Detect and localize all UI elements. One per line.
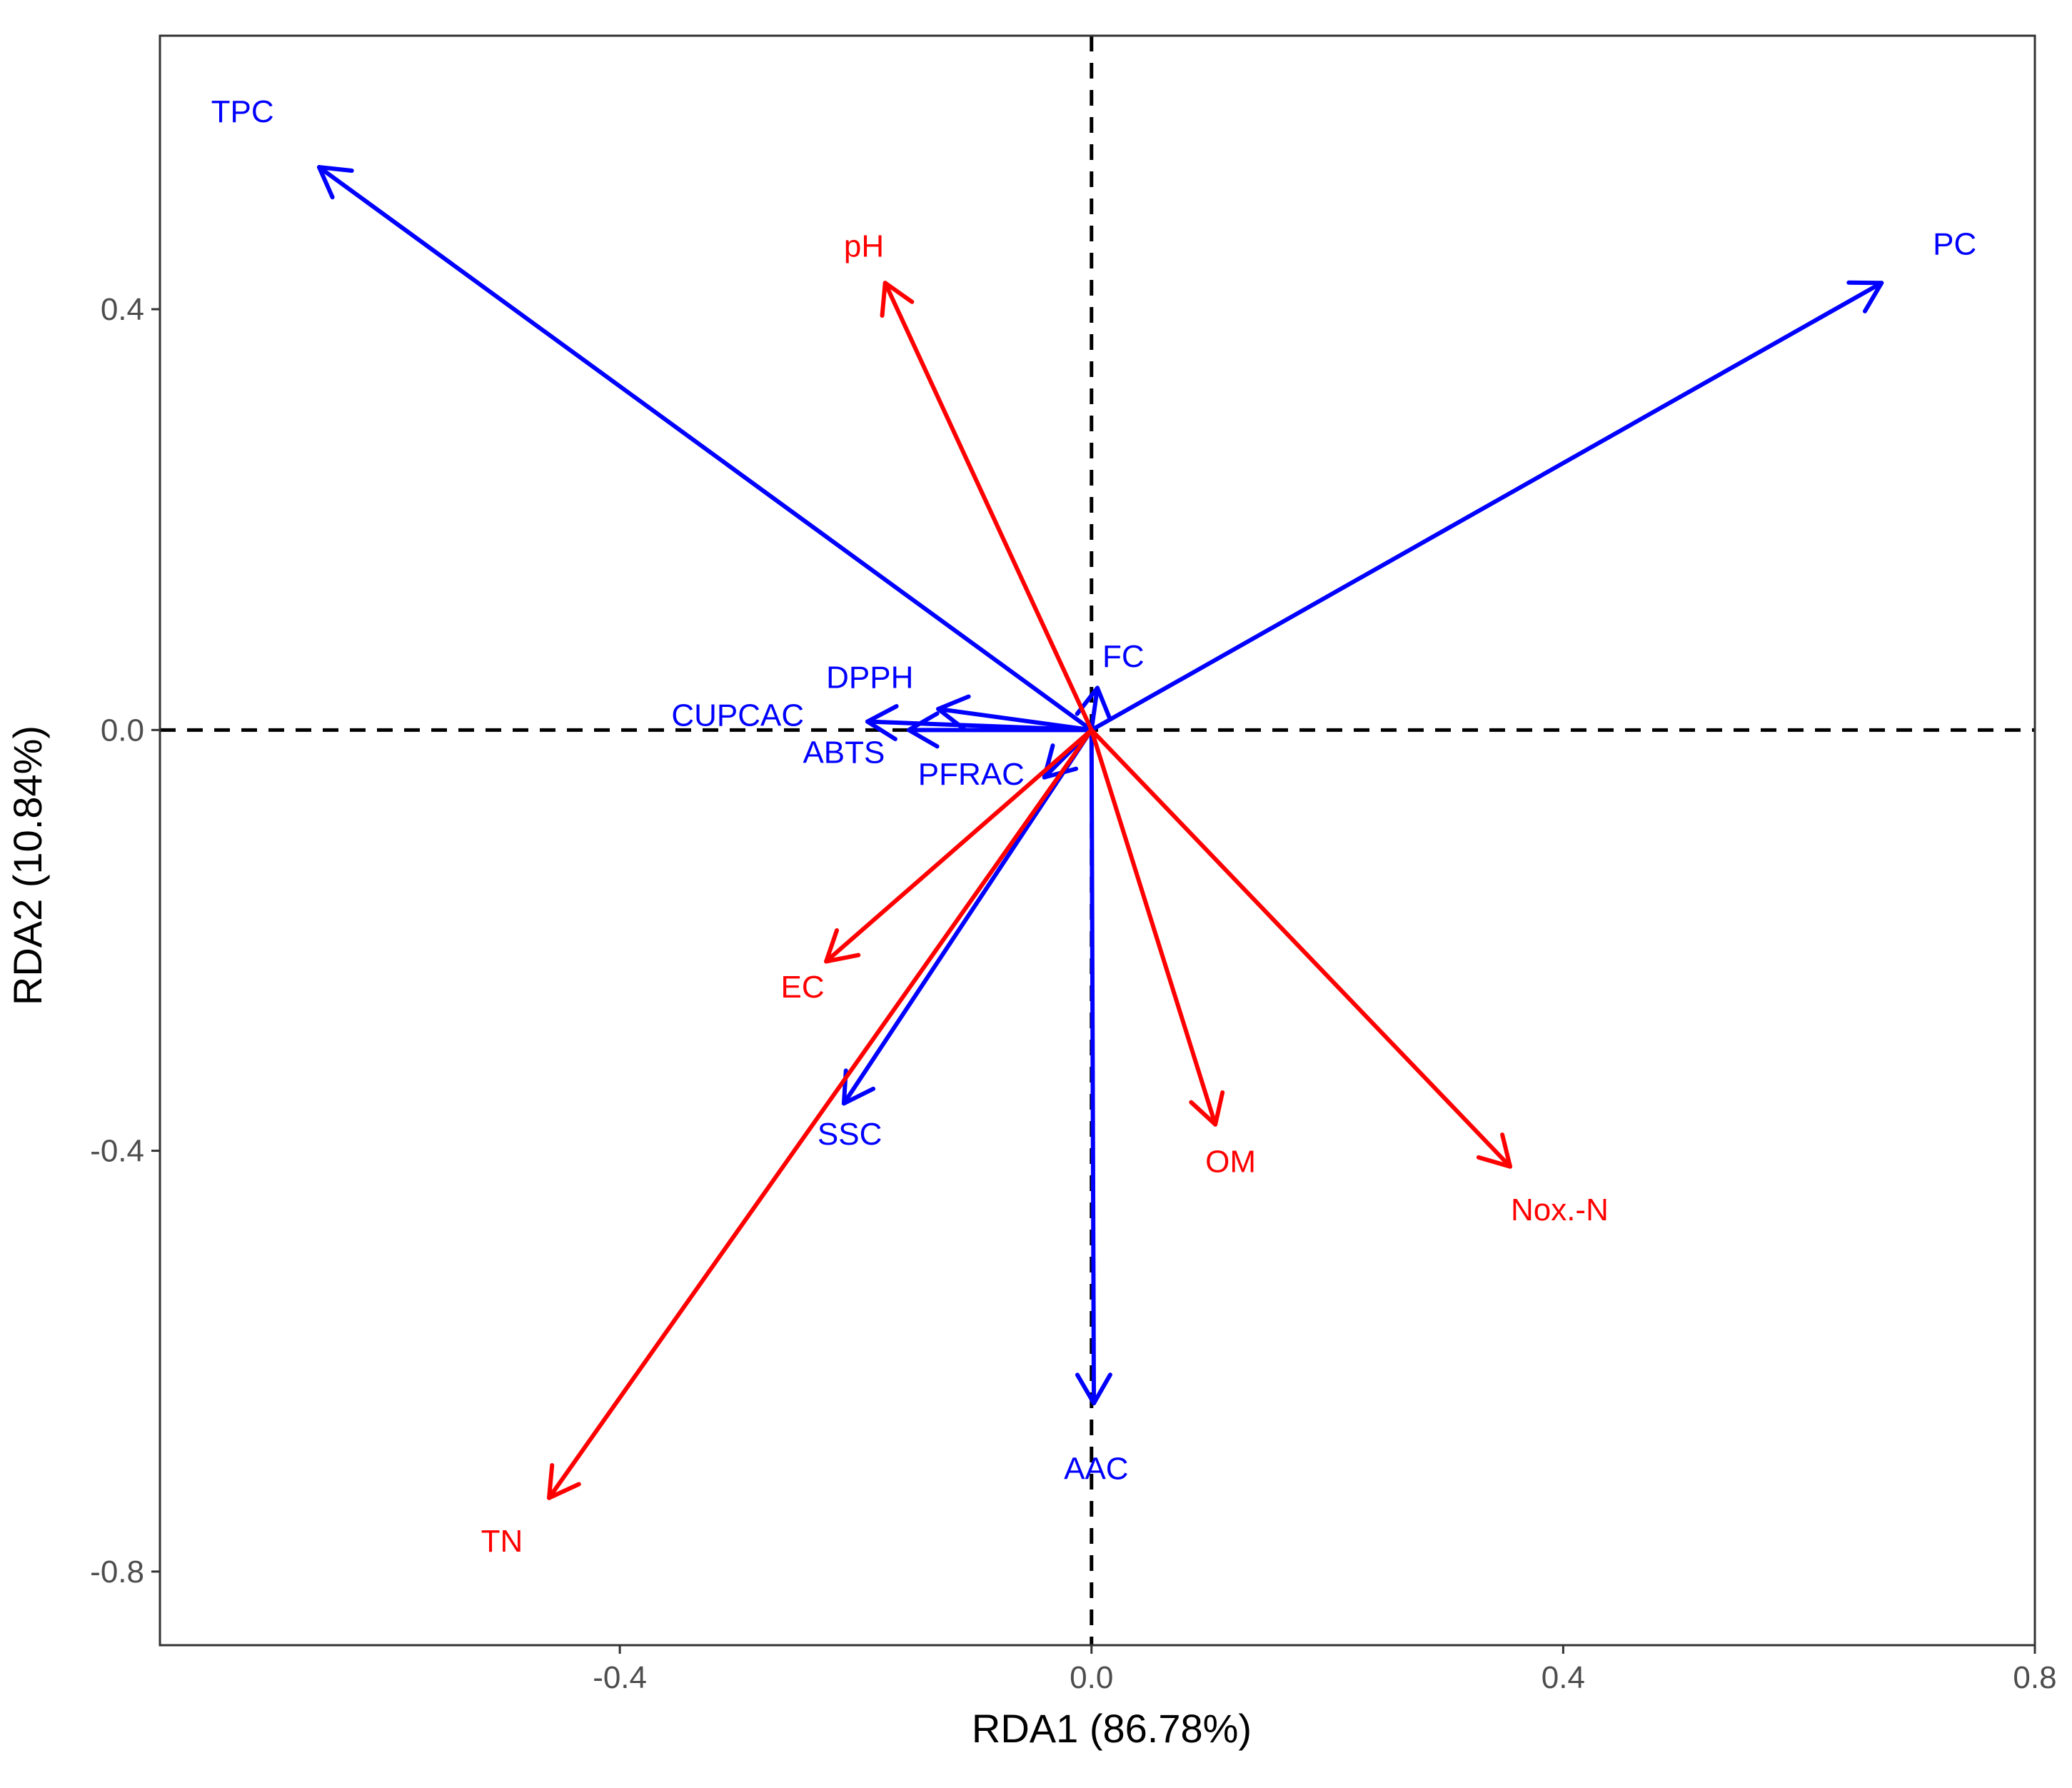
arrow-tn	[547, 728, 1094, 1500]
arrow-head-tn	[547, 1462, 581, 1500]
arrow-shaft-fc	[1089, 685, 1100, 733]
arrow-label-fc: FC	[1102, 639, 1145, 674]
arrow-label-nox-n: Nox.-N	[1511, 1192, 1609, 1227]
arrow-head-ec	[824, 928, 861, 964]
arrow-label-pfrac: PFRAC	[918, 757, 1025, 792]
arrow-shaft-ph	[882, 281, 1094, 733]
x-tick-label: 0.0	[1070, 1660, 1113, 1695]
arrow-head-tpc	[316, 165, 354, 200]
arrow-ph	[880, 281, 1094, 733]
y-tick-label: 0.4	[101, 292, 144, 327]
arrow-shaft-pc	[1089, 281, 1884, 733]
arrow-label-aac: AAC	[1064, 1452, 1128, 1487]
arrow-aac	[1075, 728, 1112, 1406]
arrow-shaft-tn	[547, 728, 1094, 1500]
arrow-head-abts	[906, 711, 940, 749]
y-tick-label: 0.0	[101, 713, 144, 748]
arrow-label-pc: PC	[1933, 227, 1976, 262]
arrow-dpph	[936, 694, 1094, 733]
arrow-label-ssc: SSC	[818, 1117, 882, 1152]
arrow-label-tpc: TPC	[211, 94, 274, 129]
y-tick-label: -0.4	[90, 1134, 144, 1169]
arrow-pc	[1089, 280, 1884, 733]
y-tick-label: -0.8	[90, 1555, 144, 1589]
arrow-fc	[1075, 685, 1112, 733]
x-tick-label: -0.4	[593, 1660, 647, 1695]
arrow-abts	[906, 711, 1094, 749]
arrow-shaft-dpph	[936, 706, 1094, 733]
arrow-head-aac	[1075, 1372, 1112, 1406]
arrow-label-dpph: DPPH	[826, 661, 913, 695]
panel-border	[159, 34, 2036, 1647]
x-tick-label: 0.4	[1542, 1660, 1585, 1695]
arrow-label-ph: pH	[844, 229, 884, 264]
arrow-shaft-om	[1089, 728, 1218, 1127]
arrow-head-dpph	[936, 694, 971, 732]
arrow-head-nox-n	[1476, 1132, 1513, 1169]
arrow-label-om: OM	[1205, 1144, 1256, 1179]
y-axis-title: RDA2 (10.84%)	[5, 725, 50, 1005]
arrow-head-ph	[880, 281, 915, 318]
arrow-ec	[824, 728, 1094, 964]
arrow-head-cupcac	[865, 704, 899, 742]
arrow-om	[1089, 728, 1225, 1127]
arrow-label-ec: EC	[781, 970, 825, 1005]
arrow-label-abts: ABTS	[803, 735, 885, 770]
arrow-label-tn: TN	[481, 1524, 523, 1559]
arrow-head-fc	[1075, 685, 1112, 721]
arrow-shaft-aac	[1089, 728, 1097, 1406]
arrow-shaft-tpc	[316, 165, 1094, 733]
arrow-tpc	[316, 165, 1094, 733]
arrow-shaft-ec	[824, 728, 1094, 964]
x-tick-label: 0.8	[2013, 1660, 2056, 1695]
arrow-label-cupcac: CUPCAC	[671, 698, 804, 733]
arrow-shaft-ssc	[841, 728, 1094, 1106]
arrow-head-pc	[1846, 280, 1884, 313]
x-axis-title: RDA1 (86.78%)	[972, 1706, 1252, 1751]
arrow-shaft-nox-n	[1089, 728, 1513, 1169]
arrow-head-om	[1189, 1090, 1225, 1127]
arrow-nox-n	[1089, 728, 1513, 1169]
